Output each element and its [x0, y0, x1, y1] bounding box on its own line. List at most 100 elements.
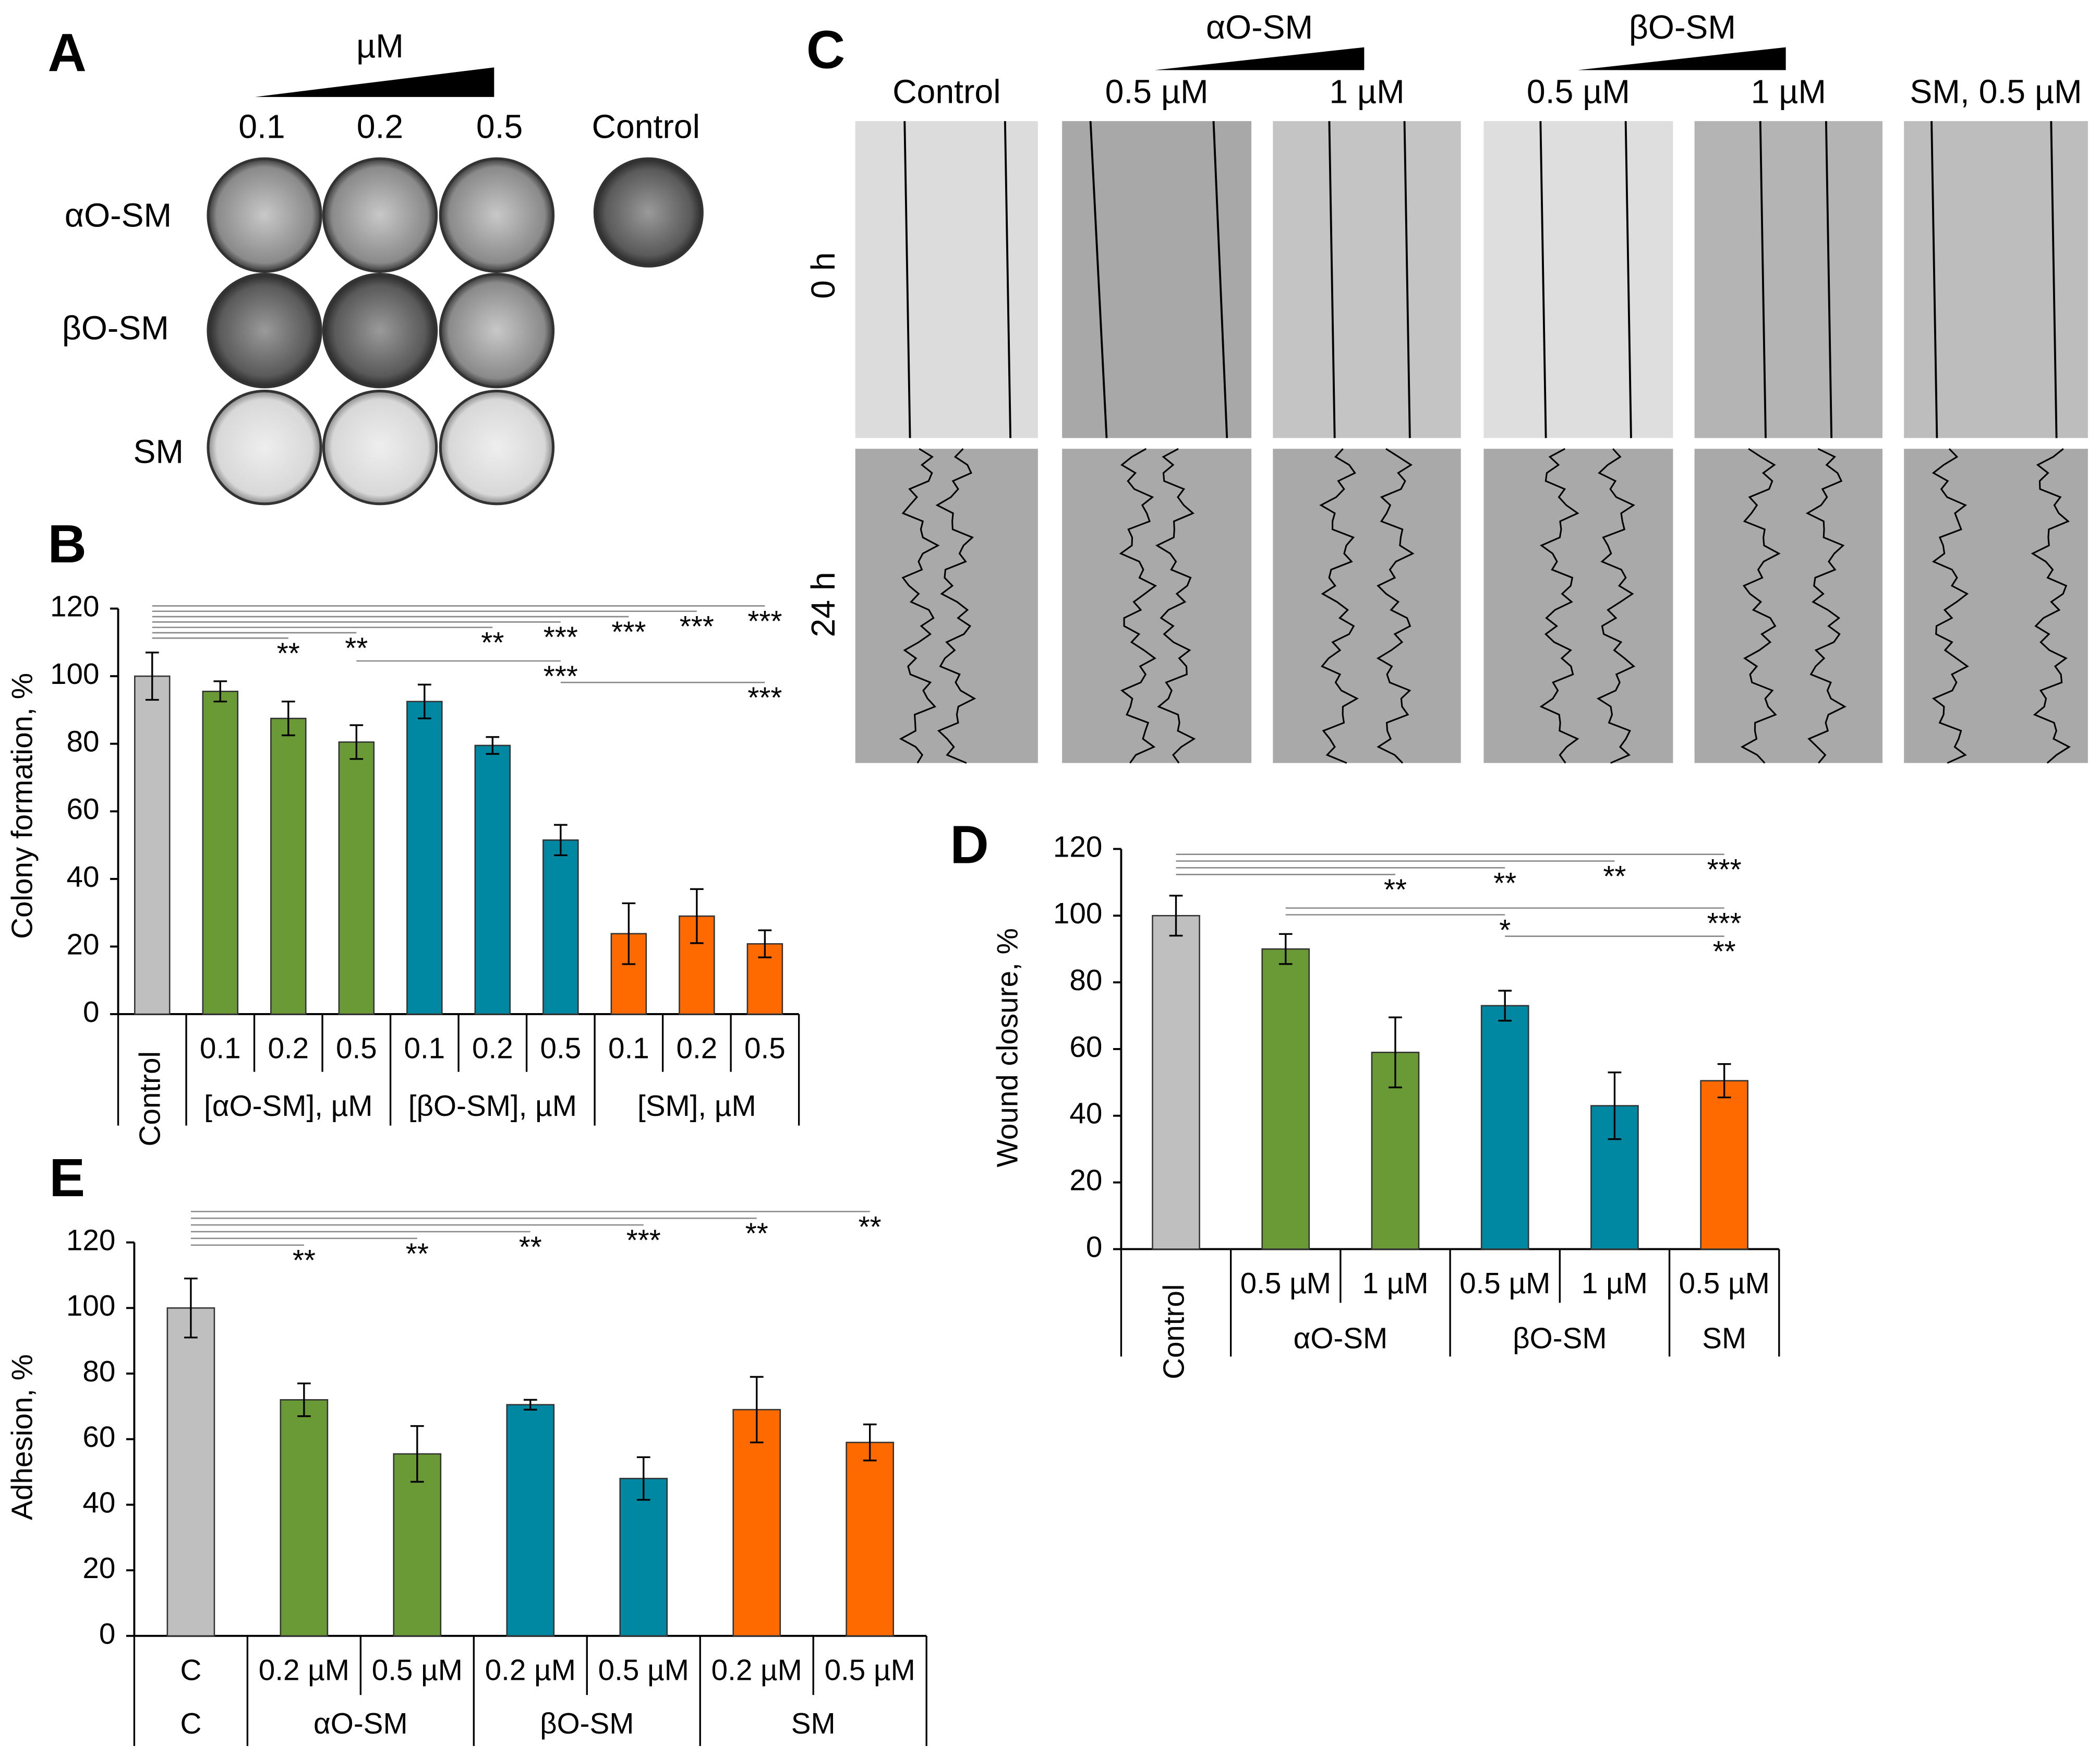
significance-stars: ** [481, 627, 504, 659]
wound-edge [1119, 448, 1157, 764]
dish [207, 273, 322, 389]
dish [439, 157, 555, 273]
significance-stars: * [1499, 914, 1511, 947]
error-bar [410, 1425, 424, 1483]
wound-edge [899, 448, 940, 764]
wound-edge [2050, 121, 2058, 438]
micrograph [1062, 121, 1252, 438]
y-tick-label: 20 [1069, 1164, 1102, 1197]
bar [846, 1441, 895, 1637]
group-label: C [180, 1707, 201, 1740]
panel-label: D [950, 815, 988, 875]
x-tick-label: 0.5 [744, 1032, 786, 1065]
significance-stars: *** [544, 621, 578, 654]
x-tick-label: 1 µM [1582, 1267, 1648, 1300]
gradient-triangle [1154, 47, 1365, 70]
conc-label: 0.1 [238, 108, 285, 146]
significance-stars: ** [1384, 874, 1407, 907]
gradient-triangle [1577, 47, 1786, 70]
significance-stars: ** [345, 632, 368, 665]
control-label: Control [592, 108, 699, 146]
significance-stars: ** [293, 1244, 316, 1277]
y-tick-label: 60 [1069, 1031, 1102, 1064]
column-label: 0.5 µM [1105, 73, 1209, 111]
wound-edge [1328, 121, 1336, 438]
error-bar [1498, 990, 1512, 1022]
y-tick-label: 60 [82, 1421, 115, 1454]
y-tick-label: 100 [50, 658, 99, 691]
error-bar [281, 701, 295, 737]
bar [506, 1404, 555, 1637]
row-label: SM [133, 433, 184, 471]
error-bar [1608, 1071, 1622, 1140]
y-tick-label: 60 [67, 793, 100, 826]
y-tick-label: 20 [67, 928, 100, 961]
bar [338, 741, 375, 1015]
wound-edge [1004, 121, 1012, 438]
y-tick-label: 0 [83, 996, 100, 1029]
error-bar [417, 683, 431, 719]
group-label: SM [1702, 1322, 1746, 1355]
bar [1480, 1005, 1529, 1250]
dish [322, 157, 438, 273]
x-tick-label: 0.5 [540, 1032, 581, 1065]
significance-stars: ** [745, 1218, 768, 1250]
micrograph [855, 449, 1038, 763]
wound-edge [1805, 448, 1846, 764]
micrograph [1694, 121, 1882, 438]
x-tick-label: 0.2 [677, 1032, 718, 1065]
column-label: 1 µM [1751, 73, 1826, 111]
micrograph [1483, 449, 1673, 763]
micrograph [1694, 449, 1882, 763]
bar [1700, 1080, 1748, 1250]
y-tick-label: 0 [99, 1618, 116, 1651]
micrograph [1062, 449, 1252, 763]
bar [746, 943, 783, 1015]
error-bar [1169, 895, 1183, 937]
wound-edge [1539, 448, 1579, 764]
wound-edge [1089, 121, 1108, 438]
y-tick-label: 100 [66, 1290, 115, 1322]
y-tick-label: 40 [82, 1486, 115, 1519]
x-tick-label: 0.5 µM [598, 1654, 689, 1687]
error-bar [523, 1399, 537, 1411]
wound-edge [1932, 448, 1969, 764]
gradient-triangle [255, 67, 494, 97]
significance-stars: *** [626, 1224, 661, 1257]
significance-stars: ** [859, 1211, 882, 1244]
dish [439, 390, 555, 506]
x-tick-label: 0.1 [608, 1032, 649, 1065]
column-label: 0.5 µM [1527, 73, 1630, 111]
column-label: Control [892, 73, 1000, 111]
group-label: βO-SM [1513, 1322, 1607, 1355]
panel-label: B [48, 514, 87, 574]
dishes [207, 157, 704, 506]
column-label: 1 µM [1329, 73, 1404, 111]
bar [1261, 948, 1310, 1250]
bar [134, 675, 171, 1015]
wound-edge [1155, 448, 1196, 764]
unit-label: µM [356, 27, 404, 65]
error-bar [1717, 1063, 1731, 1099]
row-label: αO-SM [65, 197, 172, 234]
x-tick-label: 0.2 µM [711, 1654, 802, 1687]
row-label: βO-SM [62, 309, 169, 347]
error-bar [622, 902, 636, 965]
x-tick-label: Control [1157, 1284, 1190, 1380]
dish [322, 390, 438, 506]
y-tick-label: 40 [67, 861, 100, 894]
wound-edge [1376, 448, 1415, 764]
error-bar [486, 736, 500, 755]
micrograph [1904, 449, 2088, 763]
row-label: 24 h [804, 572, 842, 637]
x-tick-label: 0.5 µM [1240, 1267, 1331, 1300]
bar [1152, 914, 1200, 1250]
y-tick-label: 80 [67, 726, 100, 759]
significance-stars: *** [1707, 907, 1742, 940]
bar [270, 717, 307, 1015]
dish [439, 273, 555, 389]
y-tick-label: 80 [82, 1355, 115, 1388]
y-tick-label: 120 [1053, 831, 1102, 863]
x-tick-label: 0.1 [404, 1032, 445, 1065]
